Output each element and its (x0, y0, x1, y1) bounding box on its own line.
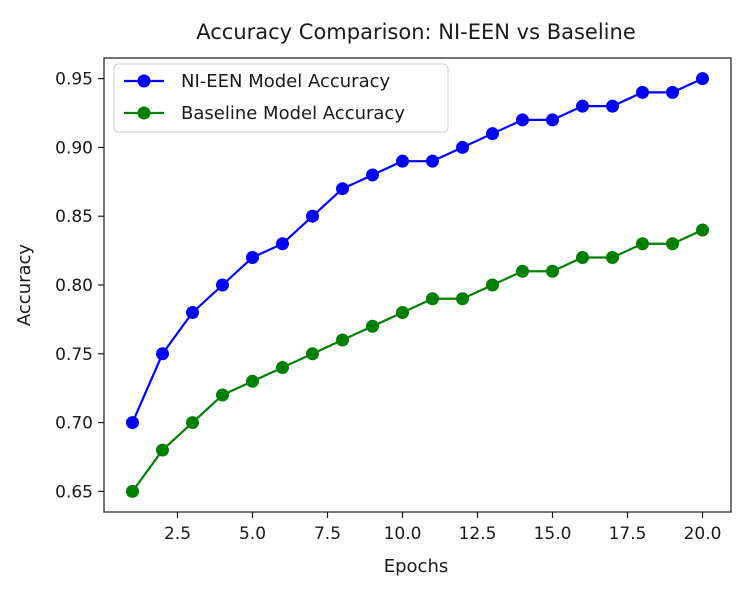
y-tick-label: 0.65 (55, 482, 93, 502)
data-point (186, 306, 199, 320)
data-point (666, 85, 679, 99)
data-point (276, 361, 289, 375)
data-point (696, 223, 709, 237)
legend-marker (137, 74, 151, 88)
data-point (576, 250, 589, 264)
data-point (276, 237, 289, 251)
data-point (456, 140, 469, 154)
legend-item: NI-EEN Model Accuracy (124, 71, 390, 92)
y-tick-label: 0.80 (55, 276, 93, 296)
x-tick-label: 15.0 (534, 524, 572, 544)
data-point (336, 333, 349, 347)
data-point (126, 416, 139, 430)
legend-label: Baseline Model Accuracy (181, 103, 405, 124)
x-tick-label: 17.5 (609, 524, 647, 544)
data-point (426, 154, 439, 168)
y-axis-label: Accuracy (14, 244, 35, 327)
legend-label: NI-EEN Model Accuracy (181, 71, 390, 92)
legend-marker (137, 106, 151, 120)
legend-box (113, 63, 449, 133)
data-point (666, 237, 679, 251)
y-tick-label: 0.75 (55, 345, 93, 365)
chart-title: Accuracy Comparison: NI-EEN vs Baseline (196, 20, 636, 44)
data-point (366, 168, 379, 182)
data-point (456, 292, 469, 306)
data-point (156, 347, 169, 361)
data-point (606, 250, 619, 264)
data-point (186, 416, 199, 430)
data-point (216, 388, 229, 402)
data-point (396, 154, 409, 168)
x-axis-label: Epochs (384, 556, 449, 577)
data-point (336, 182, 349, 196)
y-axis: 0.65 0.70 0.75 0.80 0.85 0.90 0.95 (55, 70, 104, 502)
data-point (426, 292, 439, 306)
series-line (131, 228, 703, 493)
data-point (246, 250, 259, 264)
series-baseline (126, 223, 709, 498)
data-point (516, 113, 529, 127)
x-tick-label: 20.0 (684, 524, 722, 544)
data-point (306, 209, 319, 223)
x-tick-label: 7.5 (314, 524, 341, 544)
data-point (486, 127, 499, 141)
x-tick-label: 10.0 (384, 524, 422, 544)
data-point (546, 264, 559, 278)
y-tick-label: 0.90 (55, 138, 93, 158)
data-point (576, 99, 589, 113)
x-tick-label: 2.5 (164, 524, 191, 544)
series-ni-een (126, 72, 709, 430)
y-tick-label: 0.85 (55, 207, 93, 227)
x-axis: 2.5 5.0 7.5 10.0 12.5 15.0 17.5 20.0 (164, 512, 721, 544)
data-point (546, 113, 559, 127)
data-point (126, 484, 139, 498)
data-point (216, 278, 229, 292)
data-point (156, 443, 169, 457)
data-point (486, 278, 499, 292)
data-point (696, 72, 709, 86)
data-point (396, 306, 409, 320)
data-point (636, 237, 649, 251)
data-point (606, 99, 619, 113)
y-tick-label: 0.70 (55, 414, 93, 434)
legend-item: Baseline Model Accuracy (124, 103, 405, 124)
x-tick-label: 12.5 (459, 524, 497, 544)
y-tick-label: 0.95 (55, 70, 93, 90)
data-point (516, 264, 529, 278)
data-point (306, 347, 319, 361)
legend: NI-EEN Model Accuracy Baseline Model Accu… (113, 63, 449, 133)
x-tick-label: 5.0 (239, 524, 266, 544)
data-point (636, 85, 649, 99)
data-point (246, 374, 259, 388)
data-point (366, 319, 379, 333)
series-layer (126, 72, 709, 498)
